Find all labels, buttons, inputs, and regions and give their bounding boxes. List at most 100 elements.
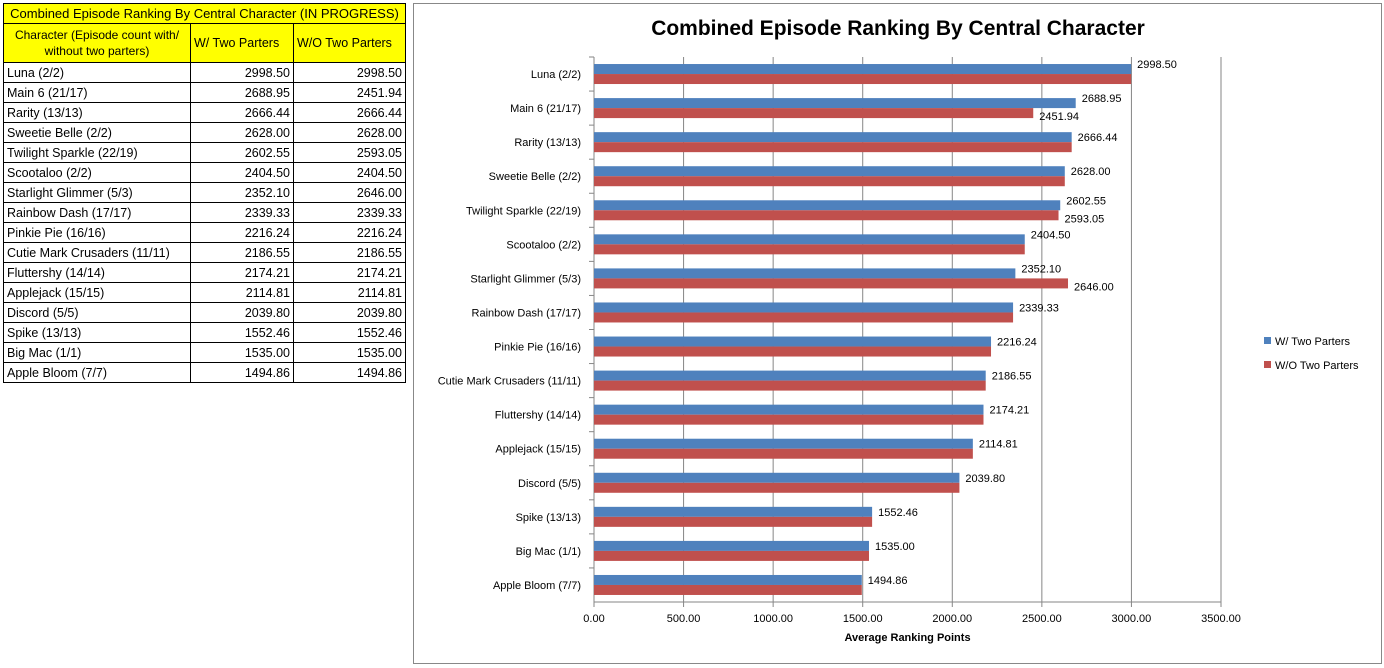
category-label: Twilight Sparkle (22/19) [466,205,581,217]
cell-with-two-parters: 2666.44 [190,102,294,123]
cell-character: Rarity (13/13) [3,102,191,123]
cell-with-two-parters: 2602.55 [190,142,294,163]
data-label: 1535.00 [875,541,915,553]
cell-with-two-parters: 1552.46 [190,322,294,343]
bar-without-two-parters [594,244,1025,255]
cell-character: Luna (2/2) [3,62,191,83]
cell-without-two-parters: 2114.81 [293,282,406,303]
category-label: Luna (2/2) [531,69,581,81]
data-label: 2339.33 [1019,302,1059,314]
cell-without-two-parters: 2174.21 [293,262,406,283]
bar-without-two-parters [594,210,1059,221]
chart-container: Combined Episode Ranking By Central Char… [413,3,1382,664]
table-row: Cutie Mark Crusaders (11/11) 2186.55 2186.… [3,242,406,263]
x-tick-label: 1000.00 [753,613,793,625]
cell-character: Rainbow Dash (17/17) [3,202,191,223]
bar-without-two-parters [594,516,873,527]
x-tick-label: 0.00 [583,613,604,625]
data-label: 1494.86 [868,575,908,587]
bar-without-two-parters [594,346,992,357]
table-row: Fluttershy (14/14) 2174.21 2174.21 [3,262,406,283]
table-row: Main 6 (21/17) 2688.95 2451.94 [3,82,406,103]
header-without-two-parters: W/O Two Parters [293,23,406,63]
category-label: Big Mac (1/1) [516,546,581,558]
bar-without-two-parters [594,414,984,425]
bar-with-two-parters [594,64,1132,75]
table-row: Applejack (15/15) 2114.81 2114.81 [3,282,406,303]
category-label: Fluttershy (14/14) [495,410,581,422]
table-row: Discord (5/5) 2039.80 2039.80 [3,302,406,323]
cell-character: Pinkie Pie (16/16) [3,222,191,243]
bar-with-two-parters [594,336,992,347]
category-label: Rarity (13/13) [514,137,581,149]
bar-with-two-parters [594,132,1072,143]
bar-with-two-parters [594,472,960,483]
cell-without-two-parters: 2039.80 [293,302,406,323]
cell-without-two-parters: 2339.33 [293,202,406,223]
header-with-two-parters: W/ Two Parters [190,23,294,63]
category-label: Rainbow Dash (17/17) [472,307,581,319]
cell-with-two-parters: 1535.00 [190,342,294,363]
cell-with-two-parters: 2339.33 [190,202,294,223]
cell-without-two-parters: 2451.94 [293,82,406,103]
bar-without-two-parters [594,142,1072,153]
cell-character: Applejack (15/15) [3,282,191,303]
data-label: 1552.46 [878,507,918,519]
legend-swatch [1264,361,1271,368]
table-row: Luna (2/2) 2998.50 2998.50 [3,62,406,83]
category-label: Applejack (15/15) [495,444,581,456]
table-row: Sweetie Belle (2/2) 2628.00 2628.00 [3,122,406,143]
category-label: Scootaloo (2/2) [506,239,581,251]
table-row: Big Mac (1/1) 1535.00 1535.00 [3,342,406,363]
bar-with-two-parters [594,370,986,381]
cell-character: Twilight Sparkle (22/19) [3,142,191,163]
cell-with-two-parters: 2998.50 [190,62,294,83]
table-title: Combined Episode Ranking By Central Char… [3,3,406,24]
table-row: Scootaloo (2/2) 2404.50 2404.50 [3,162,406,183]
cell-with-two-parters: 2404.50 [190,162,294,183]
bar-with-two-parters [594,302,1014,313]
table-row: Pinkie Pie (16/16) 2216.24 2216.24 [3,222,406,243]
table-row: Rainbow Dash (17/17) 2339.33 2339.33 [3,202,406,223]
cell-without-two-parters: 2998.50 [293,62,406,83]
bar-with-two-parters [594,438,973,449]
data-label: 2186.55 [992,371,1032,383]
cell-with-two-parters: 2688.95 [190,82,294,103]
bar-with-two-parters [594,166,1065,177]
data-label: 2039.80 [965,473,1005,485]
cell-character: Apple Bloom (7/7) [3,362,191,383]
category-label: Discord (5/5) [518,478,581,490]
cell-with-two-parters: 2628.00 [190,122,294,143]
legend-label: W/O Two Parters [1275,360,1359,372]
cell-with-two-parters: 2174.21 [190,262,294,283]
data-label: 2174.21 [989,405,1029,417]
bar-without-two-parters [594,74,1132,85]
data-label: 2666.44 [1078,132,1118,144]
x-tick-label: 1500.00 [843,613,883,625]
cell-character: Scootaloo (2/2) [3,162,191,183]
ranking-table: Combined Episode Ranking By Central Char… [3,3,406,383]
x-tick-label: 2500.00 [1022,613,1062,625]
data-label: 2352.10 [1021,263,1061,275]
cell-without-two-parters: 1535.00 [293,342,406,363]
cell-with-two-parters: 2186.55 [190,242,294,263]
cell-character: Cutie Mark Crusaders (11/11) [3,242,191,263]
bar-chart: Combined Episode Ranking By Central Char… [438,17,1359,644]
category-label: Pinkie Pie (16/16) [494,342,581,354]
bar-without-two-parters [594,448,973,459]
cell-with-two-parters: 1494.86 [190,362,294,383]
bar-with-two-parters [594,98,1076,109]
cell-without-two-parters: 2404.50 [293,162,406,183]
bar-with-two-parters [594,268,1016,279]
data-label: 2216.24 [997,337,1037,349]
cell-without-two-parters: 1494.86 [293,362,406,383]
bar-without-two-parters [594,380,986,391]
cell-without-two-parters: 2216.24 [293,222,406,243]
x-tick-label: 500.00 [667,613,701,625]
cell-without-two-parters: 2186.55 [293,242,406,263]
bar-without-two-parters [594,108,1034,119]
bar-without-two-parters [594,278,1069,289]
cell-with-two-parters: 2114.81 [190,282,294,303]
cell-without-two-parters: 2666.44 [293,102,406,123]
data-label: 2593.05 [1065,213,1105,225]
